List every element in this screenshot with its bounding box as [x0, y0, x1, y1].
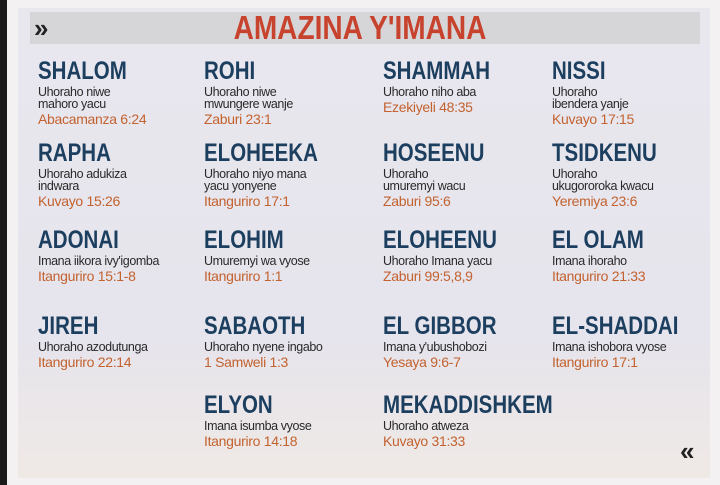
name-meaning: Uhoraho ibendera yanje — [552, 85, 629, 111]
name-meaning: Uhoraho ukugororoka kwacu — [552, 167, 654, 193]
name-meaning: Imana isumba vyose — [204, 419, 312, 433]
name-card: EL GIBBOR Imana y'ubushobozi Yesaya 9:6-… — [383, 313, 558, 370]
name-card: ROHI Uhoraho niwe mwungere wanje Zaburi … — [204, 58, 379, 127]
scripture-reference: Itanguriro 1:1 — [204, 268, 283, 284]
scripture-reference: Itanguriro 17:1 — [552, 354, 638, 370]
divine-name: NISSI — [552, 57, 606, 85]
name-card: TSIDKENU Uhoraho ukugororoka kwacu Yerem… — [552, 140, 720, 209]
divine-name: ELYON — [204, 391, 273, 419]
name-meaning: Uhoraho adukiza indwara — [38, 167, 127, 193]
name-meaning: Uhoraho niho aba — [383, 85, 476, 99]
scripture-reference: Kuvayo 15:26 — [38, 193, 121, 209]
name-card: SHALOM Uhoraho niwe mahoro yacu Abacaman… — [38, 58, 213, 127]
divine-name: SHALOM — [38, 57, 127, 85]
name-card: ELOHEEKA Uhoraho niyo mana yacu yonyene … — [204, 140, 379, 209]
name-card: HOSEENU Uhoraho umuremyi wacu Zaburi 95:… — [383, 140, 558, 209]
divine-name: EL OLAM — [552, 226, 644, 254]
name-card: ELOHEENU Uhoraho Imana yacu Zaburi 99:5,… — [383, 227, 558, 284]
scripture-reference: Kuvayo 31:33 — [383, 433, 466, 449]
name-meaning: Umuremyi wa vyose — [204, 254, 310, 268]
name-meaning: Uhoraho Imana yacu — [383, 254, 492, 268]
name-card: EL-SHADDAI Imana ishobora vyose Itanguri… — [552, 313, 720, 370]
name-meaning: Uhoraho atweza — [383, 419, 469, 433]
name-meaning: Uhoraho umuremyi wacu — [383, 167, 466, 193]
name-meaning: Imana iikora ivy'igomba — [38, 254, 160, 268]
name-card: EL OLAM Imana ihoraho Itanguriro 21:33 — [552, 227, 720, 284]
name-meaning: Imana y'ubushobozi — [383, 340, 487, 354]
divine-name: ELOHEENU — [383, 226, 497, 254]
poster-board — [18, 8, 710, 478]
scripture-reference: Itanguriro 17:1 — [204, 193, 290, 209]
double-chevron-left-icon[interactable]: « — [680, 436, 695, 466]
name-meaning: Uhoraho nyene ingabo — [204, 340, 323, 354]
name-card: RAPHA Uhoraho adukiza indwara Kuvayo 15:… — [38, 140, 213, 209]
name-meaning: Uhoraho niwe mahoro yacu — [38, 85, 111, 111]
divine-name: HOSEENU — [383, 139, 485, 167]
scripture-reference: Zaburi 99:5,8,9 — [383, 268, 473, 284]
name-card: ELYON Imana isumba vyose Itanguriro 14:1… — [204, 392, 379, 449]
double-chevron-right-icon[interactable]: » — [34, 13, 49, 43]
scripture-reference: Zaburi 95:6 — [383, 193, 451, 209]
name-card: ADONAI Imana iikora ivy'igomba Itangurir… — [38, 227, 213, 284]
name-meaning: Uhoraho niyo mana yacu yonyene — [204, 167, 307, 193]
scripture-reference: Itanguriro 14:18 — [204, 433, 298, 449]
scripture-reference: Zaburi 23:1 — [204, 111, 272, 127]
scripture-reference: Abacamanza 6:24 — [38, 111, 147, 127]
title-bar — [30, 12, 700, 44]
scripture-reference: Itanguriro 15:1-8 — [38, 268, 136, 284]
divine-name: JIREH — [38, 312, 99, 340]
divine-name: RAPHA — [38, 139, 111, 167]
name-card: SHAMMAH Uhoraho niho aba Ezekiyeli 48:35 — [383, 58, 558, 115]
left-border — [0, 0, 7, 485]
name-meaning: Imana ihoraho — [552, 254, 627, 268]
divine-name: SABAOTH — [204, 312, 306, 340]
name-card: SABAOTH Uhoraho nyene ingabo 1 Samweli 1… — [204, 313, 379, 370]
scripture-reference: Itanguriro 22:14 — [38, 354, 132, 370]
scripture-reference: Kuvayo 17:15 — [552, 111, 635, 127]
name-card: MEKADDISHKEM Uhoraho atweza Kuvayo 31:33 — [383, 392, 558, 449]
scripture-reference: Itanguriro 21:33 — [552, 268, 646, 284]
scripture-reference: Yesaya 9:6-7 — [383, 354, 461, 370]
divine-name: TSIDKENU — [552, 139, 657, 167]
divine-name: EL-SHADDAI — [552, 312, 679, 340]
divine-name: ELOHEEKA — [204, 139, 318, 167]
scripture-reference: Yeremiya 23:6 — [552, 193, 638, 209]
name-meaning: Uhoraho niwe mwungere wanje — [204, 85, 293, 111]
name-meaning: Uhoraho azodutunga — [38, 340, 148, 354]
scripture-reference: 1 Samweli 1:3 — [204, 354, 289, 370]
divine-name: ROHI — [204, 57, 256, 85]
name-card: NISSI Uhoraho ibendera yanje Kuvayo 17:1… — [552, 58, 720, 127]
name-meaning: Imana ishobora vyose — [552, 340, 667, 354]
divine-name: ELOHIM — [204, 226, 284, 254]
name-card: JIREH Uhoraho azodutunga Itanguriro 22:1… — [38, 313, 213, 370]
divine-name: ADONAI — [38, 226, 119, 254]
divine-name: MEKADDISHKEM — [383, 391, 553, 419]
divine-name: EL GIBBOR — [383, 312, 497, 340]
poster-title: AMAZINA Y'IMANA — [233, 9, 487, 46]
divine-name: SHAMMAH — [383, 57, 491, 85]
name-card: ELOHIM Umuremyi wa vyose Itanguriro 1:1 — [204, 227, 379, 284]
scripture-reference: Ezekiyeli 48:35 — [383, 99, 473, 115]
